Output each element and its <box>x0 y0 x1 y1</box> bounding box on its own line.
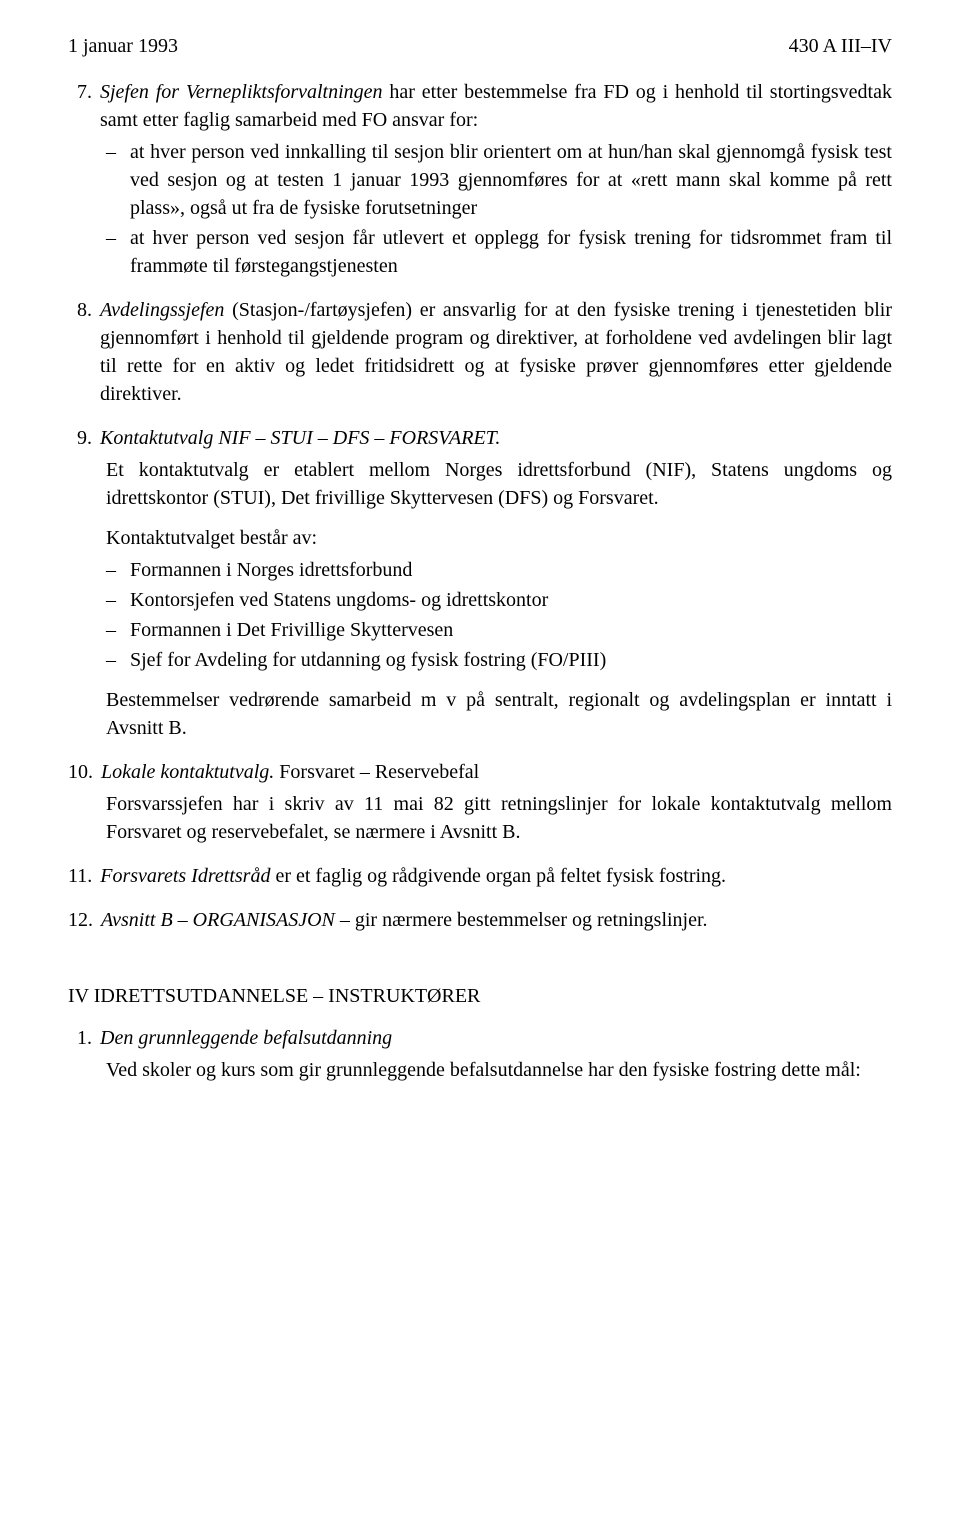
paragraph: Forsvarssjefen har i skriv av 11 mai 82 … <box>106 790 892 846</box>
list-item-8: 8. Avdelingssjefen (Stasjon-/fartøysjefe… <box>68 296 892 408</box>
sub-text: Formannen i Det Frivillige Skyttervesen <box>130 616 892 644</box>
header-left: 1 januar 1993 <box>68 32 178 60</box>
item-lead-italic: Kontaktutvalg NIF – STUI – DFS – FORSVAR… <box>100 427 500 449</box>
item-content: Avsnitt B – ORGANISASJON – gir nærmere b… <box>101 906 892 934</box>
item-lead-italic: Forsvarets Idrettsråd <box>100 865 270 887</box>
sub-item: – at hver person ved innkalling til sesj… <box>106 138 892 222</box>
paragraph: Kontaktutvalget består av: <box>106 524 892 552</box>
dash-icon: – <box>106 646 130 674</box>
header-right: 430 A III–IV <box>789 32 892 60</box>
sub-item: – at hver person ved sesjon får utlevert… <box>106 224 892 280</box>
sub-item: – Sjef for Avdeling for utdanning og fys… <box>106 646 892 674</box>
sub-text: Kontorsjefen ved Statens ungdoms- og idr… <box>130 586 892 614</box>
item-number: 7. <box>68 78 100 134</box>
page-header: 1 januar 1993 430 A III–IV <box>68 32 892 60</box>
item-lead-rest: – gir nærmere bestemmelser og retningsli… <box>335 909 708 931</box>
item-content: Kontaktutvalg NIF – STUI – DFS – FORSVAR… <box>100 424 892 452</box>
sub-text: at hver person ved sesjon får utlevert e… <box>130 224 892 280</box>
paragraph: Bestemmelser vedrørende samarbeid m v på… <box>106 686 892 742</box>
item-lead-italic: Avdelingssjefen <box>100 299 224 321</box>
paragraph: Ved skoler og kurs som gir grunnleggende… <box>106 1056 892 1084</box>
item-lead-italic: Sjefen for Vernepliktsforvaltningen <box>100 81 383 103</box>
item-content: Sjefen for Vernepliktsforvaltningen har … <box>100 78 892 134</box>
item-content: Forsvarets Idrettsråd er et faglig og rå… <box>100 862 892 890</box>
item-lead-italic: Avsnitt B – ORGANISASJON <box>101 909 335 931</box>
sub-text: at hver person ved innkalling til sesjon… <box>130 138 892 222</box>
sub-item: – Formannen i Norges idrettsforbund <box>106 556 892 584</box>
sub-item: – Kontorsjefen ved Statens ungdoms- og i… <box>106 586 892 614</box>
item-number: 12. <box>68 906 101 934</box>
sub-list: – at hver person ved innkalling til sesj… <box>106 138 892 280</box>
list-item-10: 10. Lokale kontaktutvalg. Forsvaret – Re… <box>68 758 892 846</box>
list-item-7: 7. Sjefen for Vernepliktsforvaltningen h… <box>68 78 892 280</box>
item-lead-italic: Lokale kontaktutvalg. <box>101 761 274 783</box>
item-lead-rest: er et faglig og rådgivende organ på felt… <box>270 865 726 887</box>
item-number: 11. <box>68 862 100 890</box>
dash-icon: – <box>106 616 130 644</box>
sub-text: Sjef for Avdeling for utdanning og fysis… <box>130 646 892 674</box>
item-content: Lokale kontaktutvalg. Forsvaret – Reserv… <box>101 758 892 786</box>
dash-icon: – <box>106 138 130 222</box>
section-heading: IV IDRETTSUTDANNELSE – INSTRUKTØRER <box>68 982 892 1010</box>
item-number: 10. <box>68 758 101 786</box>
paragraph: Et kontaktutvalg er etablert mellom Norg… <box>106 456 892 512</box>
sub-item: – Formannen i Det Frivillige Skyttervese… <box>106 616 892 644</box>
list-item-9: 9. Kontaktutvalg NIF – STUI – DFS – FORS… <box>68 424 892 742</box>
dash-icon: – <box>106 224 130 280</box>
item-number: 1. <box>68 1024 100 1052</box>
list-item-iv-1: 1. Den grunnleggende befalsutdanning Ved… <box>68 1024 892 1084</box>
item-number: 8. <box>68 296 100 408</box>
dash-icon: – <box>106 586 130 614</box>
dash-icon: – <box>106 556 130 584</box>
list-item-11: 11. Forsvarets Idrettsråd er et faglig o… <box>68 862 892 890</box>
sub-list: – Formannen i Norges idrettsforbund – Ko… <box>106 556 892 674</box>
item-content: Den grunnleggende befalsutdanning <box>100 1024 892 1052</box>
item-lead-italic: Den grunnleggende befalsutdanning <box>100 1027 392 1049</box>
item-lead-rest: Forsvaret – Reservebefal <box>274 761 479 783</box>
item-content: Avdelingssjefen (Stasjon-/fartøysjefen) … <box>100 296 892 408</box>
sub-text: Formannen i Norges idrettsforbund <box>130 556 892 584</box>
item-number: 9. <box>68 424 100 452</box>
list-item-12: 12. Avsnitt B – ORGANISASJON – gir nærme… <box>68 906 892 934</box>
